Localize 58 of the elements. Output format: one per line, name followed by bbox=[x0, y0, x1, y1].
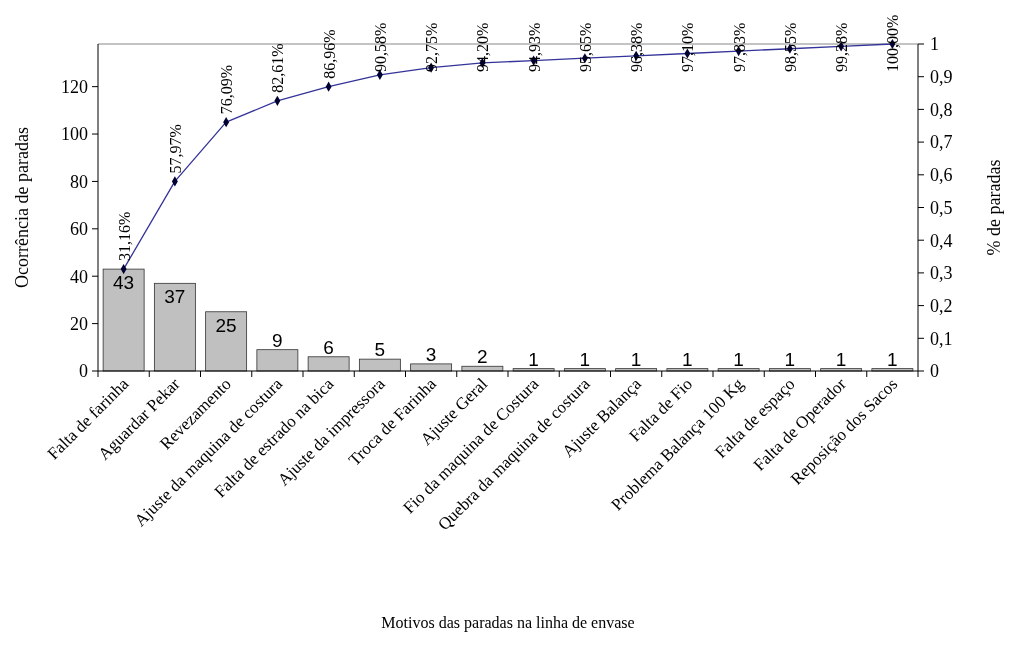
data-label: 95,65% bbox=[576, 22, 594, 72]
data-label: 1 bbox=[528, 348, 539, 370]
y2-tick-label: 0 bbox=[930, 361, 939, 382]
y2-tick-label: 0,4 bbox=[930, 230, 953, 251]
y2-tick-label: 0,1 bbox=[930, 328, 953, 349]
y-axis-title: Ocorrência de paradas bbox=[12, 127, 32, 288]
y2-tick-label: 0,6 bbox=[930, 165, 953, 186]
data-label: 25 bbox=[215, 314, 237, 336]
y-tick-label: 40 bbox=[70, 266, 88, 287]
data-label: 97,83% bbox=[730, 22, 748, 72]
bar bbox=[102, 268, 145, 372]
data-label: 82,61% bbox=[269, 43, 287, 93]
y2-tick-label: 0,2 bbox=[930, 295, 953, 316]
data-label: 9 bbox=[272, 329, 283, 351]
y2-tick-label: 0,3 bbox=[930, 263, 953, 284]
y-tick-label: 100 bbox=[61, 124, 88, 145]
y-tick-label: 80 bbox=[70, 171, 88, 192]
data-label: 5 bbox=[374, 339, 386, 361]
data-label: 1 bbox=[682, 348, 693, 370]
data-label: 37 bbox=[164, 286, 186, 308]
data-label: 98,55% bbox=[781, 22, 799, 72]
y-tick-label: 120 bbox=[61, 76, 88, 97]
data-label: 90,58% bbox=[371, 22, 389, 72]
data-label: 97,10% bbox=[679, 22, 697, 72]
bar bbox=[205, 311, 248, 372]
y2-tick-label: 0,9 bbox=[930, 67, 953, 87]
y2-tick-label: 0,8 bbox=[930, 99, 953, 120]
data-label: 92,75% bbox=[423, 22, 441, 72]
y2-tick-label: 1 bbox=[930, 34, 939, 55]
data-label: 99,28% bbox=[833, 22, 851, 72]
y-tick-label: 0 bbox=[79, 361, 88, 382]
data-label: 94,20% bbox=[474, 22, 492, 72]
data-label: 31,16% bbox=[115, 211, 133, 262]
data-label: 43 bbox=[113, 272, 135, 294]
y2-tick-label: 0,5 bbox=[930, 197, 953, 218]
y2-tick-label: 0,7 bbox=[930, 132, 953, 153]
bar bbox=[307, 356, 350, 372]
data-label: 94,93% bbox=[525, 22, 543, 72]
data-label: 1 bbox=[835, 348, 847, 370]
y2-axis-title: % de paradas bbox=[984, 159, 1004, 256]
data-label: 1 bbox=[579, 348, 591, 370]
data-label: 2 bbox=[477, 346, 488, 368]
data-label: 96,38% bbox=[628, 22, 646, 72]
x-axis-title: Motivos das paradas na linha de envase bbox=[381, 614, 635, 632]
data-label: 76,09% bbox=[218, 64, 236, 115]
data-label: 3 bbox=[425, 343, 437, 365]
data-label: 86,96% bbox=[320, 29, 338, 79]
y-tick-label: 60 bbox=[70, 219, 88, 240]
data-label: 1 bbox=[630, 348, 642, 370]
data-label: 1 bbox=[887, 348, 898, 370]
data-label: 57,97% bbox=[166, 124, 184, 174]
data-label: 1 bbox=[784, 348, 796, 370]
y-tick-label: 20 bbox=[70, 313, 88, 334]
data-label: 6 bbox=[323, 336, 334, 358]
bar bbox=[256, 349, 299, 372]
data-label: 100,00% bbox=[884, 14, 902, 72]
bar bbox=[153, 282, 196, 372]
data-label: 1 bbox=[733, 348, 744, 370]
